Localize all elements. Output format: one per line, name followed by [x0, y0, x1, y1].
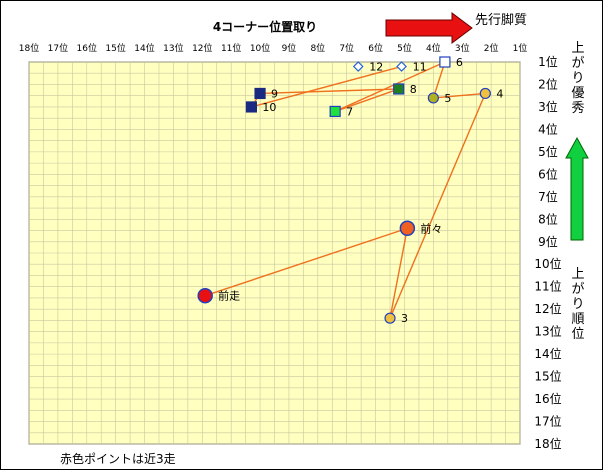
marker-circle: [399, 220, 416, 237]
y-tick-label: 14位: [534, 346, 561, 361]
data-point: 10: [245, 101, 276, 114]
point-label: 3: [401, 312, 408, 325]
x-tick-label: 6位: [368, 42, 383, 54]
point-label: 前々: [420, 221, 442, 235]
x-tick-label: 3位: [455, 42, 470, 54]
y-tick-label: 15位: [534, 369, 561, 384]
x-tick-label: 9位: [282, 42, 297, 54]
marker-circle: [479, 87, 491, 100]
y-tick-label: 17位: [534, 414, 561, 429]
data-point: 4: [479, 87, 503, 100]
x-tick-label: 1位: [513, 42, 528, 54]
y-tick-label: 12位: [534, 301, 561, 316]
point-label: 12: [369, 60, 383, 73]
series-segment: [433, 92, 486, 99]
marker-circle: [427, 92, 439, 104]
data-point: 6: [439, 56, 463, 69]
x-tick-label: 18位: [19, 42, 39, 54]
markers: 前走 前々 3 4 5 6 7 8 910 11 12: [197, 56, 503, 325]
x-tick-label: 4位: [426, 42, 441, 54]
y-tick-label: 4位: [538, 121, 558, 136]
x-tick-label: 11位: [221, 42, 241, 54]
y-tick-label: 8位: [538, 211, 558, 226]
data-point: 9: [254, 87, 278, 100]
point-label: 10: [262, 101, 276, 114]
y-tick-label: 7位: [538, 189, 558, 204]
x-tick-label: 14位: [134, 42, 154, 54]
marker-circle: [384, 312, 396, 324]
chart-title: 4コーナー位置取り: [213, 19, 317, 34]
data-point: 前走: [197, 287, 240, 304]
marker-square: [254, 87, 266, 100]
point-label: 11: [413, 60, 427, 73]
y-tick-label: 16位: [534, 391, 561, 406]
y-tick-label: 3位: [538, 99, 558, 114]
y-tick-label: 2位: [538, 76, 558, 91]
arrow-right-label: 先行脚質: [475, 12, 527, 28]
x-tick-label: 10位: [250, 42, 270, 54]
y-tick-label: 10位: [534, 256, 561, 271]
marker-square: [439, 56, 451, 68]
data-point: 7: [329, 105, 353, 118]
point-label: 5: [444, 92, 451, 105]
series-segment: [389, 228, 409, 319]
x-tick-label: 17位: [48, 42, 68, 54]
x-tick-label: 7位: [339, 42, 354, 54]
data-point: 5: [427, 92, 451, 105]
series-segment: [389, 93, 486, 319]
x-tick-label: 5位: [397, 42, 412, 54]
x-tick-label: 8位: [310, 42, 325, 54]
point-label: 7: [346, 105, 353, 118]
arrow-right-icon: [385, 12, 473, 44]
data-point: 前々: [399, 220, 442, 237]
y-tick-label: 9位: [538, 234, 558, 249]
y-tick-label: 13位: [534, 324, 561, 339]
grid: [28, 61, 521, 445]
series-segment: [204, 227, 408, 297]
data-point: 3: [384, 312, 408, 325]
y-tick-label: 18位: [534, 436, 561, 451]
point-label: 6: [456, 56, 463, 69]
y-tick-label: 5位: [538, 144, 558, 159]
series-segment: [334, 61, 446, 113]
point-label: 8: [410, 83, 417, 96]
y-tick-label: 11位: [534, 279, 561, 294]
y-axis-ticks: 1位 2位 3位 4位 5位 6位 7位 8位 9位 10位 11位 12位 13位 14位 15位 16位 1…: [534, 54, 561, 451]
marker-square: [329, 105, 341, 118]
data-point: 12: [352, 60, 383, 73]
data-point: 8: [393, 83, 417, 96]
marker-diamond: [396, 61, 407, 72]
series-segment: [334, 88, 399, 113]
chart-note: 赤色ポイントは近3走: [60, 452, 176, 466]
arrow-up-label-top: 上がり優秀: [571, 41, 584, 116]
x-axis-ticks: 18位 17位 16位 15位 14位 13位 12位 11位 10位 9位 8位 7位 6位 5位 4位 3…: [19, 42, 528, 54]
arrow-up-icon: [565, 136, 589, 241]
marker-circle: [197, 287, 213, 304]
y-tick-label: 1位: [538, 54, 558, 69]
x-tick-label: 12位: [192, 42, 212, 54]
series-segment: [251, 65, 402, 108]
x-tick-label: 15位: [105, 42, 125, 54]
point-label: 9: [271, 87, 278, 100]
arrow-up-label-bottom: 上がり順位: [571, 267, 584, 342]
x-tick-label: 16位: [77, 42, 97, 54]
series-segment: [260, 88, 399, 95]
x-tick-label: 2位: [484, 42, 499, 54]
marker-square: [245, 101, 257, 113]
x-tick-label: 13位: [163, 42, 183, 54]
marker-diamond: [352, 61, 364, 72]
point-label: 4: [496, 87, 503, 100]
point-label: 前走: [218, 289, 240, 303]
series-segment: [432, 61, 446, 99]
y-tick-label: 6位: [538, 166, 558, 181]
marker-square: [393, 83, 405, 95]
data-point: 11: [396, 60, 427, 73]
